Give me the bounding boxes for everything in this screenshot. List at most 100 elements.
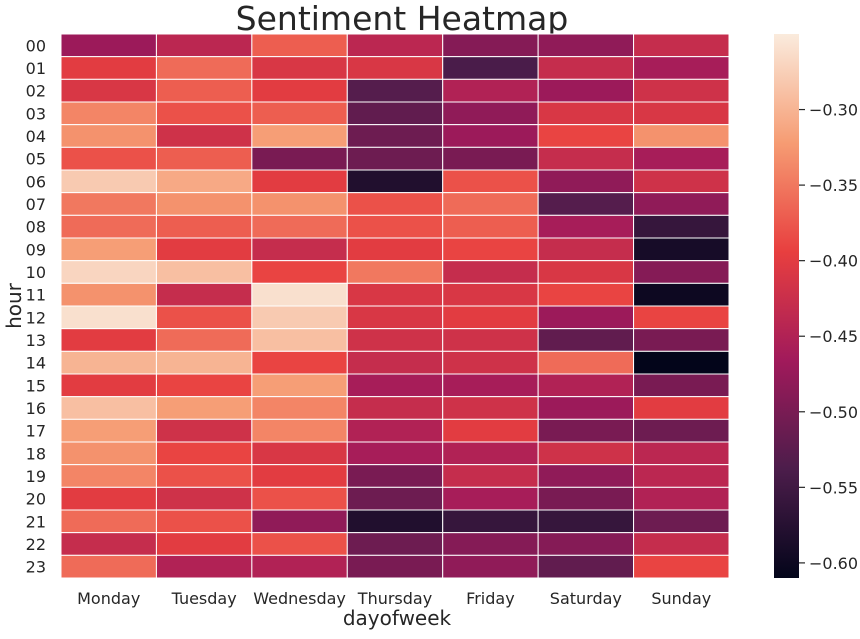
heatmap-cell-19-thursday [346, 464, 444, 488]
heatmap-cell-04-friday [442, 124, 539, 148]
heatmap-cell-18-thursday [346, 441, 444, 466]
heatmap-cell-04-thursday [346, 124, 444, 148]
heatmap-cell-04-sunday [633, 124, 730, 148]
heatmap-cell-04-saturday [537, 124, 635, 148]
heatmap-cell-23-thursday [346, 554, 444, 579]
heatmap-cell-16-sunday [633, 396, 730, 420]
heatmap-cell-21-sunday [633, 509, 730, 534]
heatmap-cell-08-wednesday [251, 214, 348, 239]
heatmap-cell-10-thursday [346, 260, 444, 284]
heatmap-cell-08-friday [442, 214, 539, 239]
heatmap-cell-12-wednesday [251, 305, 348, 330]
heatmap-cell-06-wednesday [251, 169, 348, 194]
heatmap-cell-22-sunday [633, 532, 730, 556]
heatmap-cell-04-monday [60, 124, 157, 148]
heatmap-cell-07-saturday [537, 192, 635, 216]
heatmap-cell-08-thursday [346, 214, 444, 239]
x-tick-label: Friday [466, 589, 515, 608]
heatmap-cell-16-thursday [346, 396, 444, 420]
heatmap-cell-01-monday [60, 56, 157, 80]
heatmap-cell-12-monday [60, 305, 157, 330]
y-tick-label: 08 [26, 218, 46, 237]
y-tick-label: 15 [26, 376, 46, 395]
heatmap-cell-16-wednesday [251, 396, 348, 420]
heatmap-cell-01-saturday [537, 56, 635, 80]
heatmap-cell-07-monday [60, 192, 157, 216]
heatmap-cell-09-sunday [633, 237, 730, 262]
heatmap-cell-11-sunday [633, 282, 730, 307]
heatmap-cell-12-tuesday [155, 305, 253, 330]
chart-title: Sentiment Heatmap [236, 0, 569, 38]
y-tick-labels: 00 01 02 03 04 05 06 07 08 09 10 11 12 13 14 15 16 17 18 19… [26, 36, 46, 576]
heatmap-cell-20-tuesday [155, 486, 253, 511]
heatmap-cell-03-wednesday [251, 101, 348, 126]
heatmap-cell-07-sunday [633, 192, 730, 216]
heatmap-cell-19-sunday [633, 464, 730, 488]
heatmap-cell-02-friday [442, 78, 539, 103]
heatmap-cell-16-monday [60, 396, 157, 420]
heatmap-cell-03-monday [60, 101, 157, 126]
heatmap-cell-21-thursday [346, 509, 444, 534]
heatmap-cell-05-friday [442, 146, 539, 171]
heatmap-cell-17-monday [60, 418, 157, 443]
heatmap-cell-17-tuesday [155, 418, 253, 443]
heatmap-cell-05-tuesday [155, 146, 253, 171]
heatmap-cell-13-friday [442, 328, 539, 352]
heatmap-cell-17-friday [442, 418, 539, 443]
heatmap-cell-06-saturday [537, 169, 635, 194]
heatmap-cell-01-tuesday [155, 56, 253, 80]
y-tick-label: 17 [26, 422, 46, 441]
heatmap-cell-20-friday [442, 486, 539, 511]
heatmap-cell-02-tuesday [155, 78, 253, 103]
heatmap-cell-03-tuesday [155, 101, 253, 126]
heatmap-cell-21-tuesday [155, 509, 253, 534]
heatmap-cell-06-tuesday [155, 169, 253, 194]
heatmap-cell-19-saturday [537, 464, 635, 488]
colorbar-tick-label: −0.55 [809, 478, 858, 497]
heatmap-cell-11-friday [442, 282, 539, 307]
heatmap-cell-14-thursday [346, 350, 444, 375]
heatmap-cell-23-friday [442, 554, 539, 579]
heatmap-cell-07-tuesday [155, 192, 253, 216]
heatmap-cell-09-tuesday [155, 237, 253, 262]
heatmap-cell-20-wednesday [251, 486, 348, 511]
heatmap-cell-00-saturday [537, 33, 635, 58]
heatmap-cell-21-saturday [537, 509, 635, 534]
y-tick-label: 19 [26, 467, 46, 486]
heatmap-cell-00-wednesday [251, 33, 348, 58]
heatmap-cell-14-friday [442, 350, 539, 375]
heatmap-cell-03-saturday [537, 101, 635, 126]
heatmap-cell-00-friday [442, 33, 539, 58]
heatmap-cell-11-saturday [537, 282, 635, 307]
heatmap-cell-18-tuesday [155, 441, 253, 466]
heatmap-cell-21-friday [442, 509, 539, 534]
heatmap-cell-12-sunday [633, 305, 730, 330]
heatmap-cell-23-saturday [537, 554, 635, 579]
heatmap-cell-09-monday [60, 237, 157, 262]
heatmap-cell-10-sunday [633, 260, 730, 284]
heatmap-cell-21-monday [60, 509, 157, 534]
heatmap-cells [60, 33, 730, 579]
heatmap-cell-06-friday [442, 169, 539, 194]
y-tick-label: 01 [26, 59, 46, 78]
heatmap-cell-11-tuesday [155, 282, 253, 307]
x-tick-label: Saturday [550, 589, 622, 608]
heatmap-cell-21-wednesday [251, 509, 348, 534]
heatmap-cell-10-friday [442, 260, 539, 284]
heatmap-cell-02-thursday [346, 78, 444, 103]
heatmap-cell-07-wednesday [251, 192, 348, 216]
heatmap-cell-15-wednesday [251, 373, 348, 398]
heatmap-cell-18-sunday [633, 441, 730, 466]
y-tick-label: 22 [26, 535, 46, 554]
heatmap-cell-09-saturday [537, 237, 635, 262]
heatmap-cell-23-monday [60, 554, 157, 579]
heatmap-cell-18-friday [442, 441, 539, 466]
y-tick-label: 11 [26, 286, 46, 305]
x-tick-label: Wednesday [253, 589, 346, 608]
y-tick-label: 10 [26, 263, 46, 282]
heatmap-cell-17-saturday [537, 418, 635, 443]
heatmap-cell-00-thursday [346, 33, 444, 58]
y-tick-label: 04 [26, 127, 46, 146]
heatmap-cell-09-friday [442, 237, 539, 262]
y-tick-label: 16 [26, 399, 46, 418]
